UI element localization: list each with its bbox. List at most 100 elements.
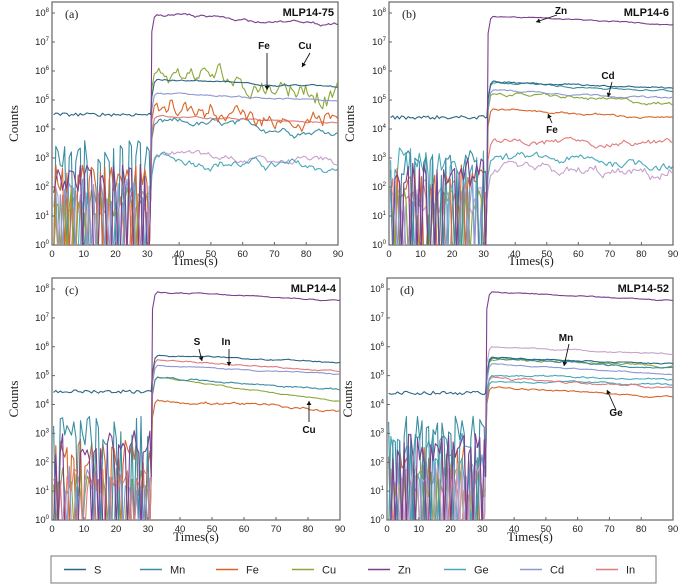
- series-line-cd: [53, 364, 340, 520]
- y-tick-label: 100: [372, 240, 387, 251]
- x-tick-label: 60: [239, 524, 250, 535]
- annotation-label: Cu: [298, 41, 311, 52]
- y-tick-label: 103: [35, 428, 50, 439]
- x-tick-label: 50: [207, 524, 218, 535]
- x-tick-label: 80: [301, 249, 312, 260]
- series-line-zn: [53, 13, 338, 245]
- y-tick-label: 100: [35, 240, 50, 251]
- series-line-zn: [53, 291, 340, 520]
- y-tick-label: 102: [35, 182, 50, 193]
- x-tick-label: 90: [668, 249, 679, 260]
- annotation-label: Fe: [258, 41, 270, 52]
- legend-label-s: S: [94, 565, 101, 577]
- annotation-label: Fe: [546, 125, 558, 136]
- x-tick-label: 80: [303, 524, 314, 535]
- y-tick-label: 102: [35, 457, 50, 468]
- annotation-label: Ge: [609, 408, 623, 419]
- x-tick-label: 70: [604, 524, 615, 535]
- y-tick-label: 105: [372, 95, 387, 106]
- y-tick-label: 102: [370, 457, 385, 468]
- y-tick-label: 106: [372, 66, 387, 77]
- series-line-cd-lavender: [390, 346, 673, 520]
- series-line-ge: [390, 147, 673, 245]
- annotation-label: Mn: [559, 333, 573, 344]
- y-tick-label: 107: [35, 313, 50, 324]
- annotation-arrowhead-icon: [606, 92, 612, 97]
- annotation-arrowhead-icon: [306, 401, 312, 405]
- y-tick-label: 108: [370, 284, 385, 295]
- annotation-arrowhead-icon: [606, 390, 611, 395]
- annotation-arrowhead-icon: [198, 356, 204, 361]
- series-line-zn: [392, 15, 673, 245]
- x-tick-label: 90: [335, 524, 346, 535]
- y-tick-label: 103: [35, 153, 50, 164]
- series-line-mn: [388, 357, 673, 520]
- y-tick-label: 106: [370, 342, 385, 353]
- panel-b: 0 10 20 30 40 50 60 70 80 90 100 101 102 103 104 105 106…: [342, 1, 679, 268]
- annotation-label: Zn: [555, 6, 567, 17]
- x-tick-label: 20: [110, 249, 121, 260]
- x-tick-label: 40: [509, 524, 520, 535]
- series-line-fe: [390, 108, 673, 245]
- x-tick-label: 30: [477, 524, 488, 535]
- panel-a: 0 10 20 30 40 50 60 70 80 90 100 101 102 103 104 105 106…: [6, 1, 343, 268]
- y-tick-label: 102: [372, 182, 387, 193]
- x-tick-label: 10: [415, 249, 426, 260]
- panel-label: (a): [65, 7, 78, 21]
- y-tick-label: 101: [35, 486, 50, 497]
- sample-title: MLP14-4: [291, 283, 337, 295]
- series-group: [390, 15, 673, 245]
- series-line-in: [388, 376, 673, 520]
- x-tick-label: 40: [174, 249, 185, 260]
- annotation-arrowhead-icon: [562, 361, 568, 366]
- y-axis-label: Counts: [6, 381, 21, 418]
- x-tick-label: 70: [271, 524, 282, 535]
- y-tick-label: 108: [372, 8, 387, 19]
- series-line-mn: [53, 117, 338, 245]
- panel-c: 0 10 20 30 40 50 60 70 80 90 100 101 102 103 104 105 106…: [6, 277, 346, 544]
- series-line-s: [53, 354, 340, 394]
- sample-title: MLP14-75: [283, 7, 334, 19]
- y-tick-label: 107: [372, 37, 387, 48]
- x-tick-label: 10: [78, 249, 89, 260]
- x-tick-label: 0: [49, 524, 54, 535]
- legend-label-fe: Fe: [246, 565, 259, 577]
- y-axis-label: Counts: [6, 105, 21, 142]
- x-tick-label: 80: [636, 249, 647, 260]
- panel-label: (c): [65, 283, 78, 297]
- y-axis-label: Counts: [342, 105, 357, 142]
- x-tick-label: 20: [111, 524, 122, 535]
- series-line-ge2: [390, 380, 673, 520]
- x-tick-label: 60: [572, 524, 583, 535]
- y-tick-label: 108: [35, 284, 50, 295]
- y-tick-label: 105: [35, 95, 50, 106]
- y-tick-label: 106: [35, 66, 50, 77]
- series-group: [53, 291, 340, 520]
- x-axis-label: Times(s): [508, 253, 554, 268]
- panel-d: 0 10 20 30 40 50 60 70 80 90 100 101 102 103 104 105 106…: [340, 277, 679, 544]
- series-line-zn: [390, 291, 673, 520]
- x-tick-label: 40: [510, 249, 521, 260]
- y-tick-label: 104: [35, 400, 50, 411]
- x-tick-label: 50: [206, 249, 217, 260]
- y-tick-label: 107: [370, 313, 385, 324]
- x-tick-label: 30: [478, 249, 489, 260]
- y-tick-label: 104: [370, 400, 385, 411]
- x-tick-label: 60: [573, 249, 584, 260]
- x-tick-label: 20: [447, 249, 458, 260]
- x-tick-label: 90: [668, 524, 679, 535]
- annotation-arrowhead-icon: [536, 18, 541, 24]
- series-line-cd-lavender: [53, 149, 338, 245]
- y-tick-label: 106: [35, 342, 50, 353]
- x-axis-label: Times(s): [172, 253, 218, 268]
- annotation-arrowhead-icon: [301, 62, 307, 67]
- annotation-arrowhead-icon: [264, 86, 270, 90]
- annotation-label: In: [222, 337, 231, 348]
- y-tick-label: 104: [372, 124, 387, 135]
- annotation-arrowhead-icon: [547, 114, 552, 119]
- series-group: [388, 291, 673, 520]
- series-line-s: [390, 80, 673, 120]
- series-line-mn: [53, 376, 340, 520]
- legend-label-in: In: [626, 565, 635, 577]
